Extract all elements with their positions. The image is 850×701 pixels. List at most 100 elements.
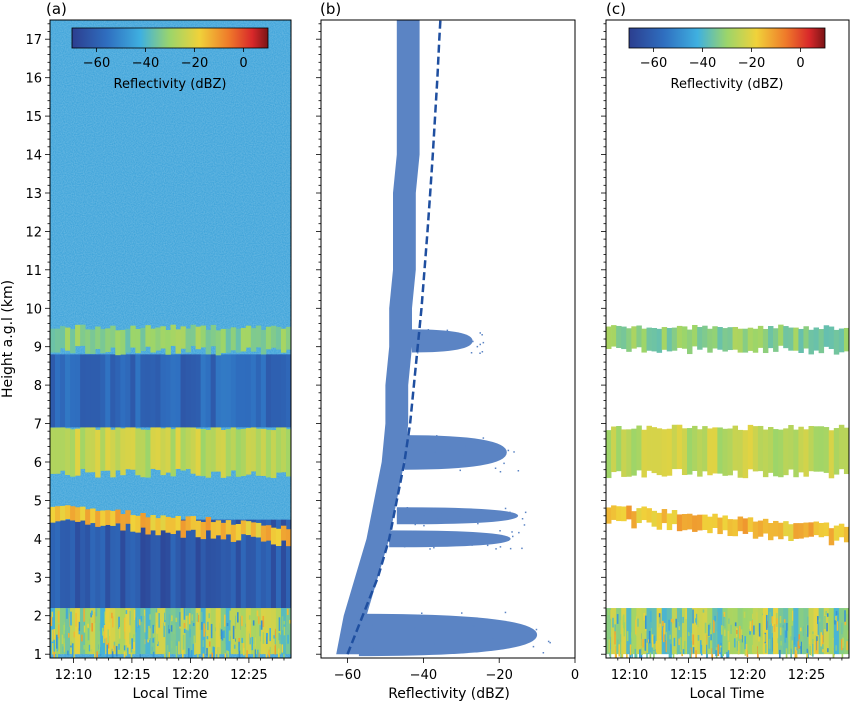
layer-0-cell <box>275 608 282 655</box>
layer-5-cell <box>180 326 186 349</box>
layer-2-cell <box>671 424 678 470</box>
layer-1-cell <box>823 522 830 537</box>
scatter-point <box>542 652 545 654</box>
layer-0-speck <box>144 623 147 633</box>
scatter-point <box>413 531 415 533</box>
scatter-point <box>397 540 399 543</box>
layer-0-speck <box>726 652 728 658</box>
layer-0-cell <box>200 608 207 655</box>
layer-0-speck <box>629 644 632 655</box>
layer-5-cell <box>210 324 217 347</box>
layer-2-cell <box>80 506 86 521</box>
layer-0-speck <box>53 629 56 640</box>
layer-0-speck <box>283 626 286 636</box>
layer-0-speck <box>711 648 713 658</box>
layer-0-speck <box>224 614 226 627</box>
scatter-point <box>429 509 431 512</box>
layer-4-cell <box>100 354 106 428</box>
layer-0-speck <box>188 613 191 625</box>
scatter-point <box>459 344 462 346</box>
layer-0-speck <box>103 631 105 643</box>
layer-2-cell <box>185 516 191 531</box>
layer-0-speck <box>183 628 186 633</box>
x-tick-label: 12:10 <box>55 668 92 683</box>
layer-3-cell <box>260 428 267 476</box>
signal-lobe-0 <box>412 329 473 353</box>
layer-1-cell <box>185 519 191 609</box>
scatter-point <box>495 548 497 550</box>
layer-0-cell <box>762 608 769 655</box>
layer-0-speck <box>745 643 748 655</box>
layer-0-speck <box>178 641 180 655</box>
layer-5-cell <box>170 324 176 346</box>
layer-2-cell <box>195 520 202 538</box>
layer-3-cell <box>783 326 789 349</box>
layer-0-speck <box>832 639 835 650</box>
layer-0-speck <box>678 638 680 646</box>
layer-0-cell <box>70 608 76 655</box>
scatter-point <box>415 463 417 465</box>
layer-1-cell <box>135 519 141 609</box>
layer-0-speck <box>289 623 291 631</box>
layer-0-speck <box>278 617 281 631</box>
layer-0-speck <box>775 618 778 625</box>
layer-3-cell <box>823 325 830 347</box>
layer-1-cell <box>280 519 287 609</box>
layer-1-cell <box>681 514 688 531</box>
layer-0-speck <box>173 624 175 635</box>
layer-0-speck <box>682 616 684 623</box>
panel-label-b: (b) <box>320 0 341 18</box>
scatter-point <box>446 329 449 332</box>
layer-0-speck <box>835 615 837 622</box>
layer-0-speck <box>816 640 819 654</box>
scatter-point <box>421 612 423 614</box>
layer-0-speck <box>208 613 211 619</box>
layer-0-speck <box>736 630 738 634</box>
layer-1-cell <box>838 523 845 538</box>
layer-2-cell <box>60 505 66 521</box>
layer-0-speck <box>769 612 771 626</box>
layer-1-cell <box>808 522 814 537</box>
scatter-point <box>400 521 402 524</box>
layer-5-cell <box>250 328 257 352</box>
layer-0-speck <box>675 618 678 628</box>
layer-0-speck <box>137 624 140 628</box>
layer-2-cell <box>803 429 809 477</box>
layer-0-speck <box>609 645 612 658</box>
layer-0-speck <box>637 618 639 627</box>
layer-0-speck <box>279 643 282 650</box>
layer-3-cell <box>843 327 849 352</box>
panel-c-xlabel: Local Time <box>690 686 765 701</box>
layer-2-cell <box>788 424 794 470</box>
scatter-point <box>476 345 479 348</box>
layer-0-speck <box>179 612 181 627</box>
layer-0-cell <box>757 608 764 655</box>
panel-a-xlabel: Local Time <box>133 686 208 701</box>
layer-0-speck <box>792 610 794 621</box>
layer-3-cell <box>722 328 728 352</box>
scatter-point <box>481 334 483 336</box>
layer-2-cell <box>676 424 683 470</box>
layer-5-cell <box>235 328 242 353</box>
layer-0-speck <box>158 613 160 628</box>
scatter-point <box>479 332 481 334</box>
scatter-point <box>416 511 419 514</box>
layer-0-speck <box>635 653 638 658</box>
layer-0-speck <box>621 648 624 658</box>
layer-3-cell <box>165 426 171 473</box>
layer-1-cell <box>833 525 840 541</box>
layer-4-cell <box>270 354 277 428</box>
layer-0-speck <box>689 648 692 658</box>
scatter-point <box>491 517 493 519</box>
layer-3-cell <box>85 426 91 473</box>
layer-4-cell <box>280 354 287 428</box>
layer-2-cell <box>757 425 764 472</box>
layer-0-speck <box>202 653 205 658</box>
layer-3-cell <box>646 327 652 351</box>
layer-5-cell <box>80 324 86 346</box>
layer-5-cell <box>70 329 76 354</box>
layer-0-cell <box>636 608 642 655</box>
layer-0-speck <box>817 620 820 635</box>
layer-0-speck <box>129 632 131 645</box>
layer-3-cell <box>641 328 647 353</box>
